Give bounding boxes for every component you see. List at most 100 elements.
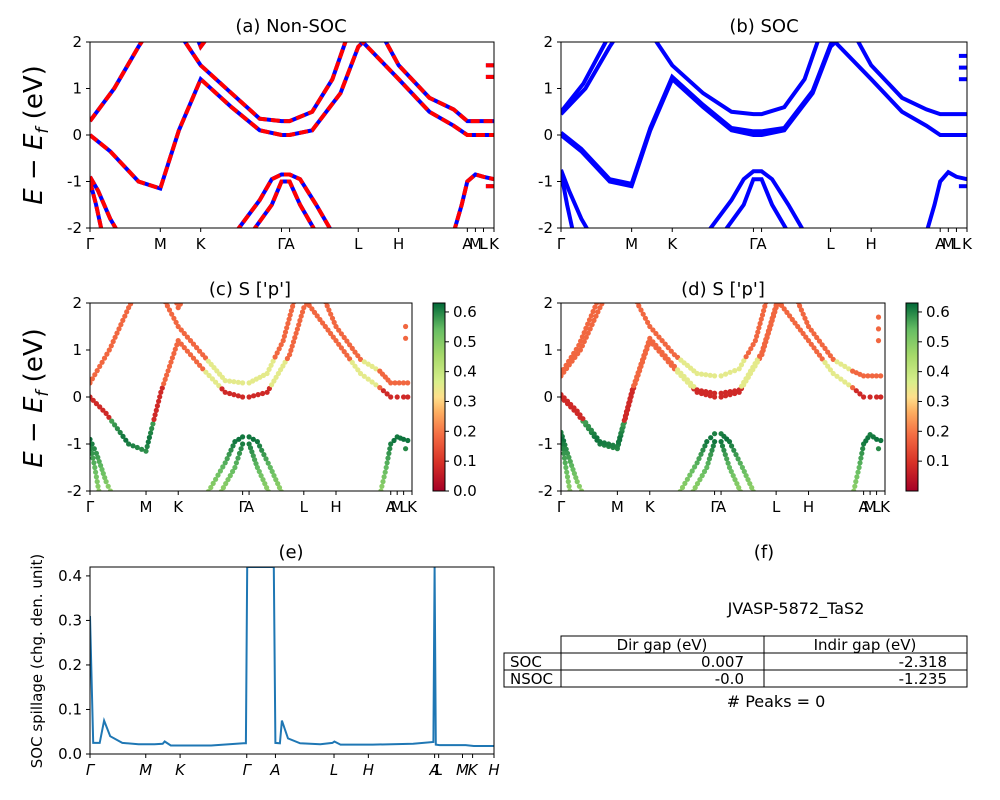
band-point	[235, 379, 241, 385]
band-point	[171, 315, 177, 321]
band-point	[681, 373, 687, 380]
band-point	[355, 367, 361, 373]
band-point	[278, 342, 284, 348]
band-point	[98, 462, 104, 469]
band-point	[730, 473, 736, 479]
band-point	[625, 404, 631, 410]
band-point	[282, 329, 289, 335]
table-cell: 0.007	[701, 653, 744, 671]
band-line	[561, 42, 609, 114]
band-point	[561, 446, 566, 452]
band-point	[869, 373, 875, 379]
band-point	[101, 355, 108, 361]
y-tick-label: -1	[538, 435, 553, 453]
band-point	[639, 357, 646, 363]
x-tick-label: Γ	[710, 498, 719, 516]
band-point	[203, 369, 209, 375]
band-point	[752, 338, 759, 344]
band-point	[756, 325, 762, 331]
band-point	[675, 493, 680, 498]
band-point	[692, 464, 698, 470]
band-point	[878, 373, 884, 379]
gap-table: JVASP-5872_TaS2 Dir gap (eV) Indir gap (…	[503, 599, 968, 711]
band-point	[719, 443, 726, 449]
band-point	[860, 446, 866, 452]
band-point	[276, 346, 282, 352]
band-point	[116, 326, 122, 332]
band-point	[114, 426, 120, 432]
band-point	[564, 469, 570, 475]
band-point	[779, 297, 784, 302]
band-point	[284, 325, 290, 331]
panel-a-title: (a) Non-SOC	[235, 16, 346, 37]
band-point	[289, 343, 295, 349]
band-point	[567, 458, 573, 465]
band-point	[388, 441, 394, 447]
band-point	[620, 422, 626, 428]
band-point	[235, 455, 241, 461]
band-point	[90, 397, 96, 403]
band-point	[578, 338, 584, 344]
band-point	[184, 348, 190, 354]
band-point	[299, 309, 306, 315]
band-point	[854, 474, 860, 480]
band-point	[103, 479, 109, 485]
band-point	[647, 335, 653, 341]
band-point	[819, 342, 825, 348]
band-point	[874, 394, 880, 400]
band-point	[591, 317, 597, 323]
x-tick-label: L	[330, 761, 338, 779]
band-point	[707, 372, 713, 378]
band-point	[373, 366, 379, 372]
band-line-dashed	[383, 42, 494, 124]
band-point	[567, 488, 573, 491]
band-point	[99, 466, 105, 473]
band-point	[811, 345, 817, 351]
band-point	[139, 446, 145, 452]
x-tick-label: H	[393, 235, 404, 253]
band-point	[247, 445, 254, 451]
band-point	[236, 436, 242, 442]
panel-e-title: (e)	[278, 542, 303, 563]
band-point	[369, 379, 375, 385]
y-tick-label: 0.3	[58, 611, 82, 629]
band-point	[704, 439, 710, 445]
band-point	[291, 303, 297, 305]
band-point	[805, 338, 812, 344]
band-point	[704, 464, 710, 471]
band-point	[574, 479, 580, 485]
band-point	[123, 437, 129, 443]
band-point	[357, 370, 364, 377]
band-point	[816, 352, 823, 358]
band-point	[321, 295, 326, 300]
band-point	[152, 412, 158, 418]
table-header-indir: Indir gap (eV)	[814, 636, 917, 654]
x-tick-label: M	[942, 235, 955, 253]
band-point	[727, 389, 733, 395]
band-line	[182, 42, 348, 124]
band-point	[846, 366, 852, 372]
band-point	[222, 389, 228, 395]
colorbar-tick-label: 0.4	[453, 363, 477, 381]
band-point	[822, 359, 828, 366]
band-point	[759, 312, 766, 318]
x-tick-label: A	[244, 498, 255, 516]
band-point	[754, 333, 760, 339]
band-point	[377, 493, 382, 498]
band-point	[338, 345, 344, 351]
band-point	[671, 363, 678, 369]
band-point	[175, 338, 181, 344]
band-point	[732, 368, 738, 374]
band-point	[566, 358, 572, 364]
band-point	[377, 385, 383, 391]
band-point	[632, 378, 638, 384]
band-point	[231, 392, 237, 398]
band-point	[675, 367, 681, 373]
band-point	[827, 367, 834, 373]
band-point	[181, 345, 187, 351]
band-point	[712, 431, 718, 437]
band-point	[568, 401, 574, 408]
band-point	[246, 441, 252, 447]
band-point	[182, 295, 187, 300]
band-point	[143, 448, 149, 454]
